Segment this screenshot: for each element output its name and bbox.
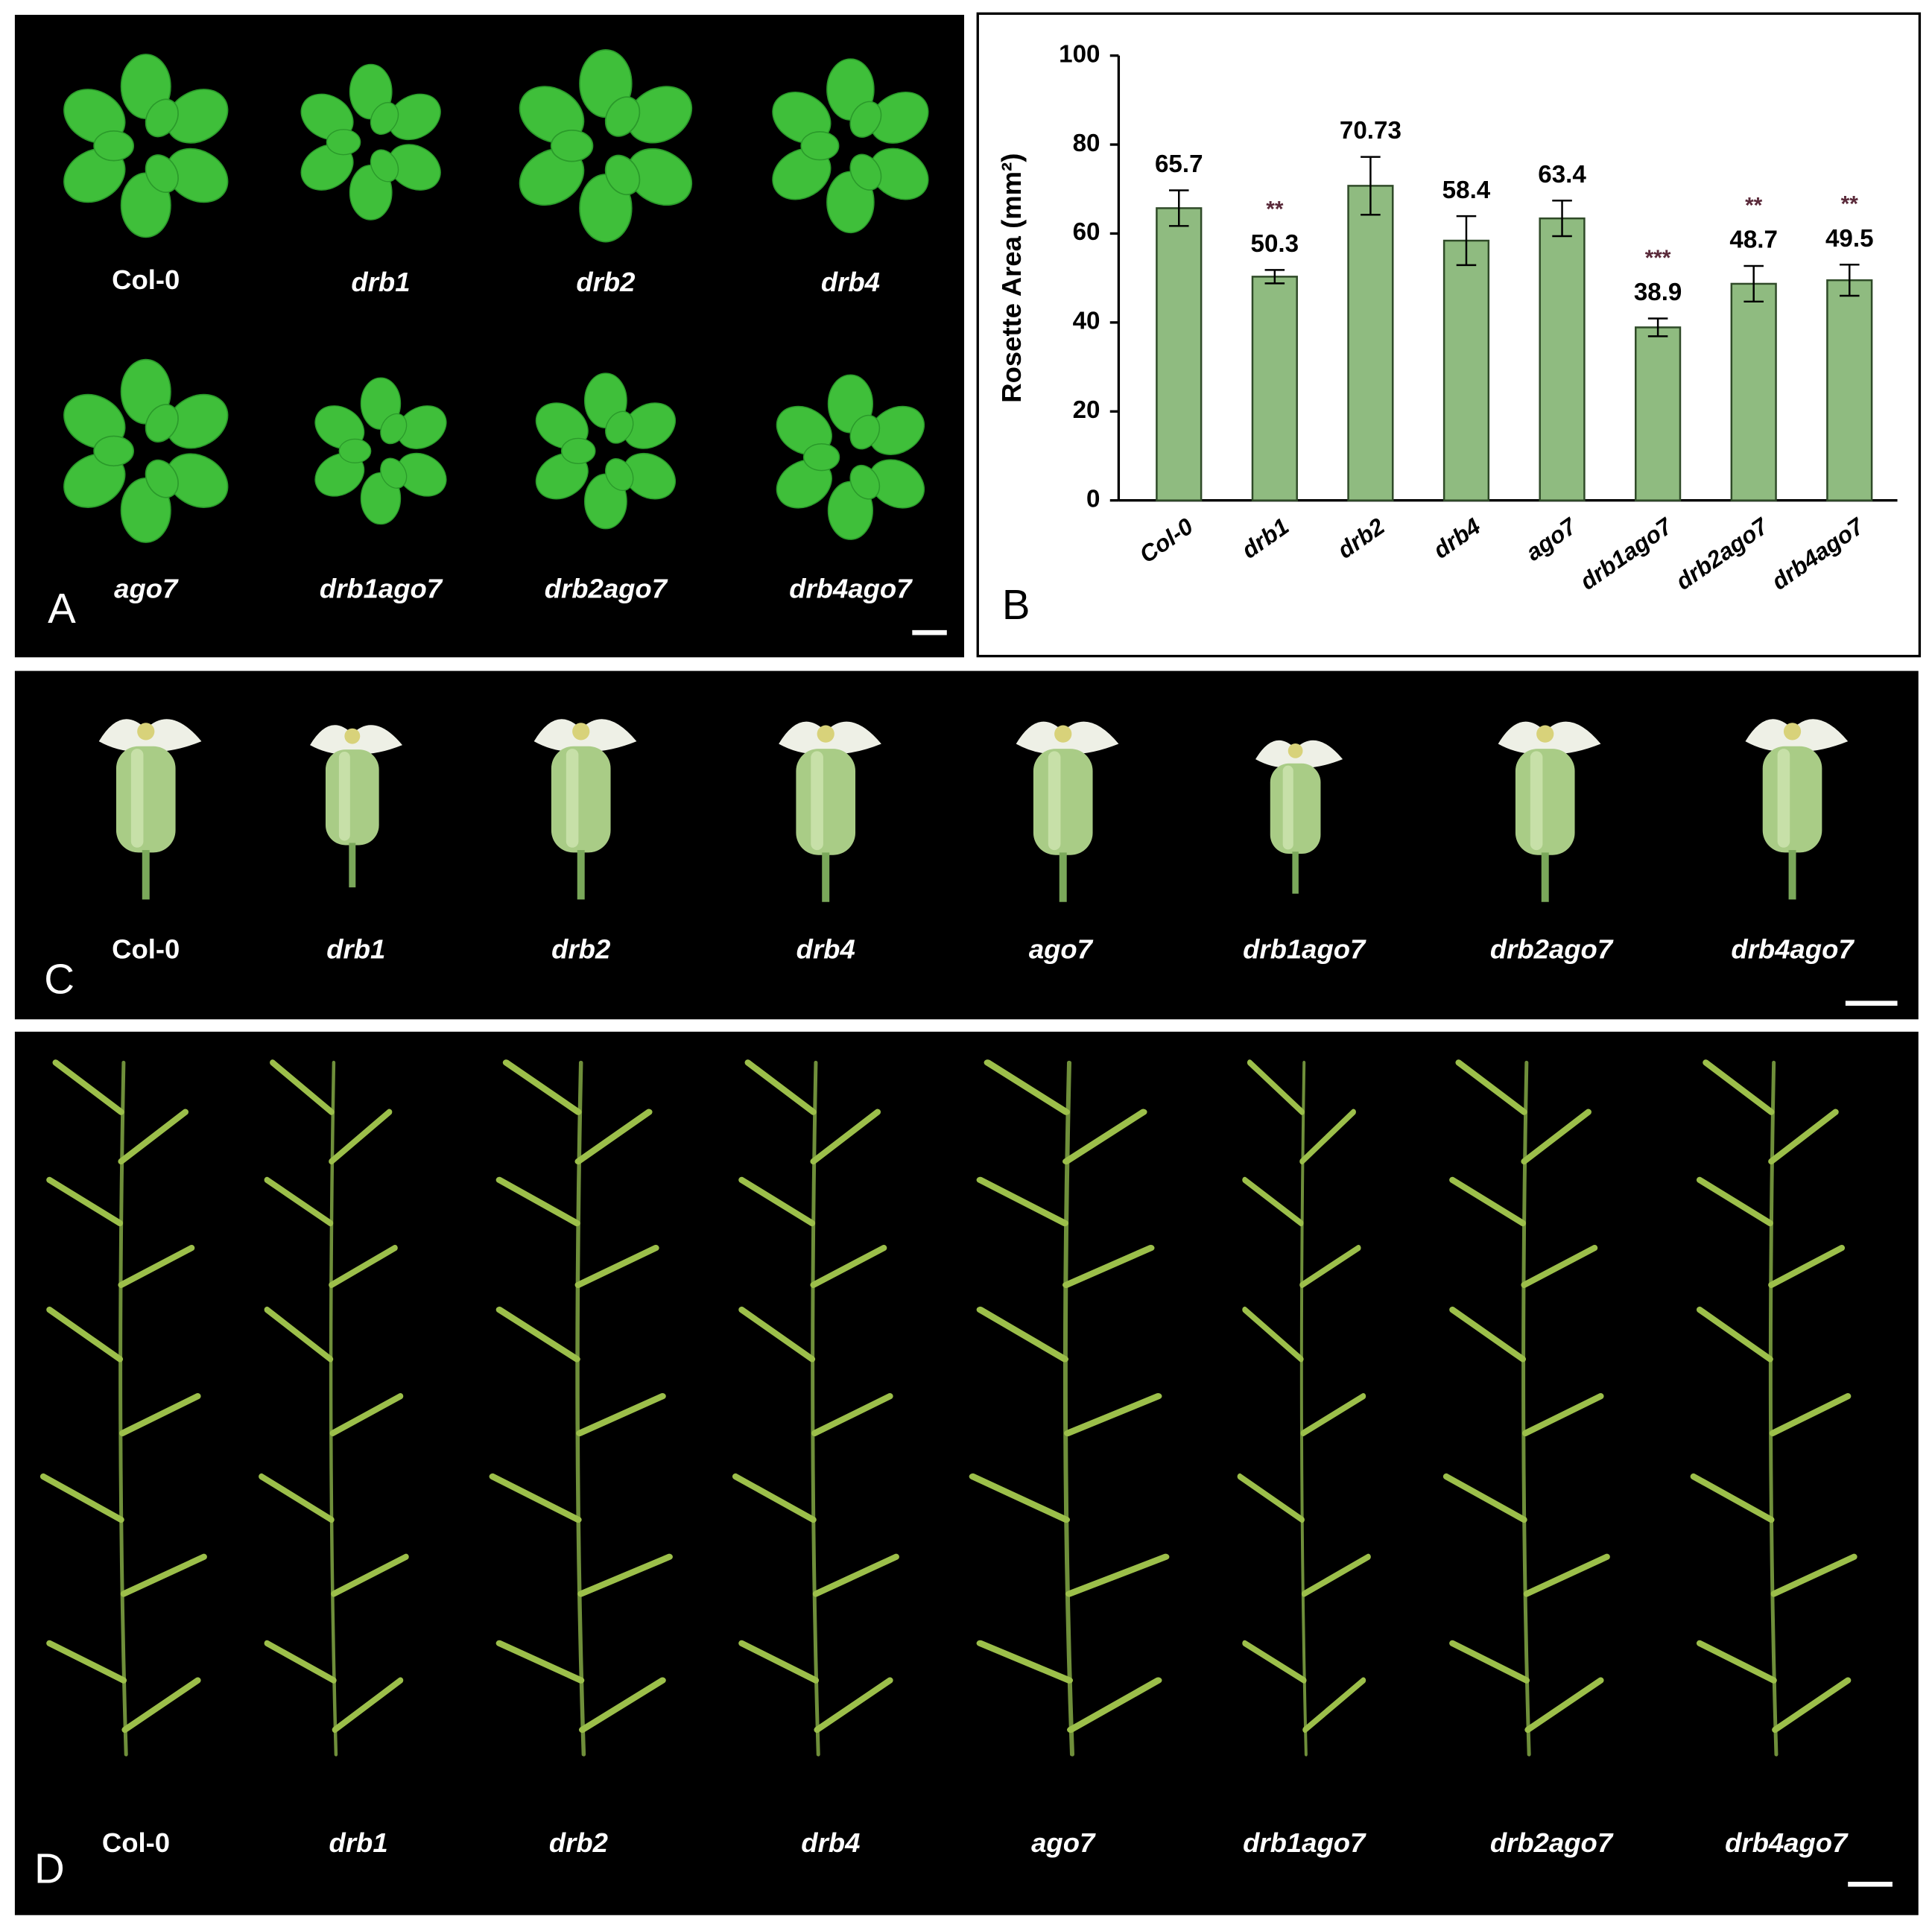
genotype-label: drb4 <box>821 267 880 297</box>
significance-mark: *** <box>1645 246 1671 270</box>
genotype-label: drb2ago7 <box>545 573 668 603</box>
genotype-label: drb2ago7 <box>1490 934 1614 965</box>
genotype-label: drb2 <box>549 1827 608 1858</box>
value-label: 58.4 <box>1442 177 1491 204</box>
panel-letter: A <box>48 585 76 632</box>
significance-mark: ** <box>1745 193 1763 218</box>
y-tick-label: 60 <box>1073 218 1100 246</box>
value-label: 70.73 <box>1340 117 1402 145</box>
genotype-label: drb4ago7 <box>1731 934 1855 965</box>
genotype-label: drb2 <box>551 934 610 965</box>
genotype-label: drb4 <box>801 1827 860 1858</box>
genotype-label: ago7 <box>114 573 179 603</box>
genotype-label: drb1ago7 <box>320 573 443 603</box>
scale-bar <box>1845 1000 1898 1006</box>
genotype-label: drb4 <box>796 934 855 965</box>
genotype-label: drb2 <box>576 267 635 297</box>
genotype-label: ago7 <box>1029 934 1094 965</box>
genotype-label: drb1ago7 <box>1243 934 1366 965</box>
panel-letter: C <box>44 955 75 1002</box>
scale-bar <box>912 629 947 635</box>
panel-d-photo <box>14 1031 1919 1915</box>
panel-c-photo <box>14 670 1919 1020</box>
genotype-label: Col-0 <box>102 1827 170 1858</box>
genotype-label: Col-0 <box>112 934 180 965</box>
value-label: 49.5 <box>1825 225 1874 253</box>
bar <box>1442 239 1490 501</box>
value-label: 48.7 <box>1729 226 1778 254</box>
y-tick-label: 40 <box>1073 308 1100 335</box>
genotype-label: Col-0 <box>112 264 180 295</box>
genotype-label: drb4ago7 <box>789 573 913 603</box>
bar <box>1347 185 1394 501</box>
bar <box>1539 217 1586 501</box>
y-tick-label: 20 <box>1073 396 1100 424</box>
panel-letter: D <box>34 1845 65 1892</box>
bar <box>1251 276 1298 501</box>
significance-mark: ** <box>1266 197 1284 222</box>
genotype-label: drb4ago7 <box>1725 1827 1849 1858</box>
genotype-label: drb1 <box>329 1827 388 1858</box>
value-label: 63.4 <box>1538 161 1586 188</box>
genotype-label: drb1 <box>351 267 410 297</box>
y-tick-label: 80 <box>1073 130 1100 157</box>
y-tick-label: 100 <box>1059 40 1100 68</box>
value-label: 65.7 <box>1155 150 1203 178</box>
value-label: 38.9 <box>1634 279 1682 306</box>
panel-letter: B <box>1002 581 1030 628</box>
bar <box>1730 282 1777 501</box>
genotype-label: ago7 <box>1031 1827 1096 1858</box>
bar <box>1635 326 1682 501</box>
y-tick-label: 0 <box>1086 485 1100 513</box>
y-axis-label: Rosette Area (mm²) <box>996 153 1027 403</box>
genotype-label: drb2ago7 <box>1490 1827 1614 1858</box>
value-label: 50.3 <box>1251 230 1299 258</box>
genotype-label: drb1 <box>326 934 385 965</box>
scale-bar <box>1848 1881 1893 1887</box>
significance-mark: ** <box>1841 192 1859 217</box>
genotype-label: drb1ago7 <box>1243 1827 1366 1858</box>
bar <box>1826 279 1873 501</box>
bar <box>1156 207 1203 501</box>
